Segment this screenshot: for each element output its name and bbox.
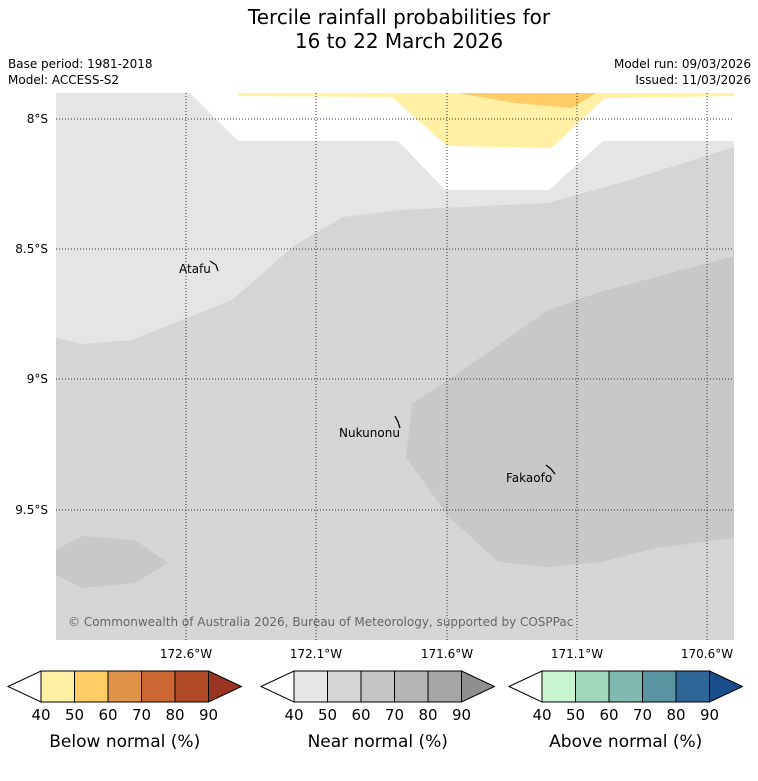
meta-left: Base period: 1981-2018 Model: ACCESS-S2 [8, 56, 153, 88]
title-line-1: Tercile rainfall probabilities for [247, 5, 551, 29]
lat-label: 9.5°S [15, 503, 48, 517]
near-colorbar-tick: 50 [318, 706, 337, 724]
place-label-atafu: Atafu [179, 262, 211, 276]
below-colorbar-tick: 50 [65, 706, 84, 724]
below-colorbar-segment [174, 670, 209, 703]
map-title: Tercile rainfall probabilities for 16 to… [0, 5, 758, 53]
base-period: Base period: 1981-2018 [8, 57, 153, 71]
copyright-notice: © Commonwealth of Australia 2026, Bureau… [68, 615, 573, 629]
lon-label: 171.6°W [421, 647, 473, 661]
grid-lines [56, 93, 734, 640]
issued-date: Issued: 11/03/2026 [635, 73, 751, 87]
below-colorbar-tick: 60 [98, 706, 117, 724]
near-colorbar-tick: 40 [284, 706, 303, 724]
below-colorbar-tick: 80 [165, 706, 184, 724]
below-colorbar-label: Below normal (%) [49, 732, 200, 752]
above-colorbar-tick: 40 [532, 706, 551, 724]
below-colorbar-segment [40, 670, 75, 703]
above-colorbar-min-extend [507, 670, 543, 703]
lon-label: 171.1°W [551, 647, 603, 661]
below-colorbar-min-extend [6, 670, 42, 703]
near-colorbar-segment [360, 670, 395, 703]
atafu-outline [209, 260, 219, 272]
near-colorbar-tick: 80 [418, 706, 437, 724]
below-colorbar-tick: 70 [132, 706, 151, 724]
lon-labels: 172.6°W 172.1°W 171.6°W 171.1°W 170.6°W [160, 647, 733, 661]
atolls [209, 260, 556, 475]
near-colorbar-max-extend [461, 670, 496, 703]
lon-label: 172.1°W [290, 647, 342, 661]
colorbar-above-normal: 40 50 60 70 80 90 Above normal (%) [507, 670, 744, 752]
probability-field [56, 93, 734, 640]
above-colorbar-tick: 60 [599, 706, 618, 724]
place-label-fakaofo: Fakaofo [506, 471, 552, 485]
lat-label: 9°S [27, 372, 48, 386]
near-colorbar-tick: 90 [452, 706, 471, 724]
colorbar-below-normal: 40 50 60 70 80 90 Below normal (%) [6, 670, 243, 752]
below-colorbar-segment [107, 670, 142, 703]
above-colorbar-max-extend [709, 670, 744, 703]
below-colorbar-segment [141, 670, 176, 703]
above-colorbar-segment [608, 670, 643, 703]
lon-label: 170.6°W [681, 647, 733, 661]
meta-right: Model run: 09/03/2026 Issued: 11/03/2026 [614, 56, 751, 88]
above-colorbar-segment [575, 670, 610, 703]
above-colorbar-tick: 80 [666, 706, 685, 724]
near-colorbar-segment [327, 670, 362, 703]
near-normal-60-region-small [56, 536, 168, 588]
above-colorbar-tick: 70 [633, 706, 652, 724]
below-normal-40-region [238, 93, 734, 148]
below-colorbar-max-extend [208, 670, 243, 703]
below-colorbar-tick: 90 [199, 706, 218, 724]
near-colorbar-min-extend [259, 670, 295, 703]
near-normal-60-region [406, 256, 734, 567]
model-run: Model run: 09/03/2026 [613, 57, 751, 71]
above-colorbar-segment [675, 670, 710, 703]
nukunonu-outline [394, 415, 401, 429]
above-colorbar-segment [541, 670, 576, 703]
below-colorbar-segment [74, 670, 109, 703]
near-colorbar-segment [394, 670, 429, 703]
model-name: Model: ACCESS-S2 [8, 73, 120, 87]
below-colorbar-tick: 40 [31, 706, 50, 724]
place-label-nukunonu: Nukunonu [339, 426, 400, 440]
below-normal-50-region [458, 93, 596, 108]
title-line-2: 16 to 22 March 2026 [294, 29, 504, 53]
above-colorbar-segment [642, 670, 677, 703]
place-labels: Atafu Nukunonu Fakaofo [179, 262, 552, 485]
above-colorbar-tick: 90 [700, 706, 719, 724]
lat-labels: 8°S 8.5°S 9°S 9.5°S [15, 112, 48, 517]
near-colorbar-segment [427, 670, 462, 703]
near-colorbar-label: Near normal (%) [308, 732, 448, 752]
fakaofo-outline [545, 464, 556, 475]
lon-label: 172.6°W [160, 647, 212, 661]
lat-label: 8°S [27, 112, 48, 126]
lat-label: 8.5°S [15, 242, 48, 256]
near-colorbar-segment [293, 670, 328, 703]
above-colorbar-tick: 50 [566, 706, 585, 724]
above-colorbar-label: Above normal (%) [549, 732, 702, 752]
near-colorbar-tick: 70 [385, 706, 404, 724]
near-colorbar-tick: 60 [351, 706, 370, 724]
